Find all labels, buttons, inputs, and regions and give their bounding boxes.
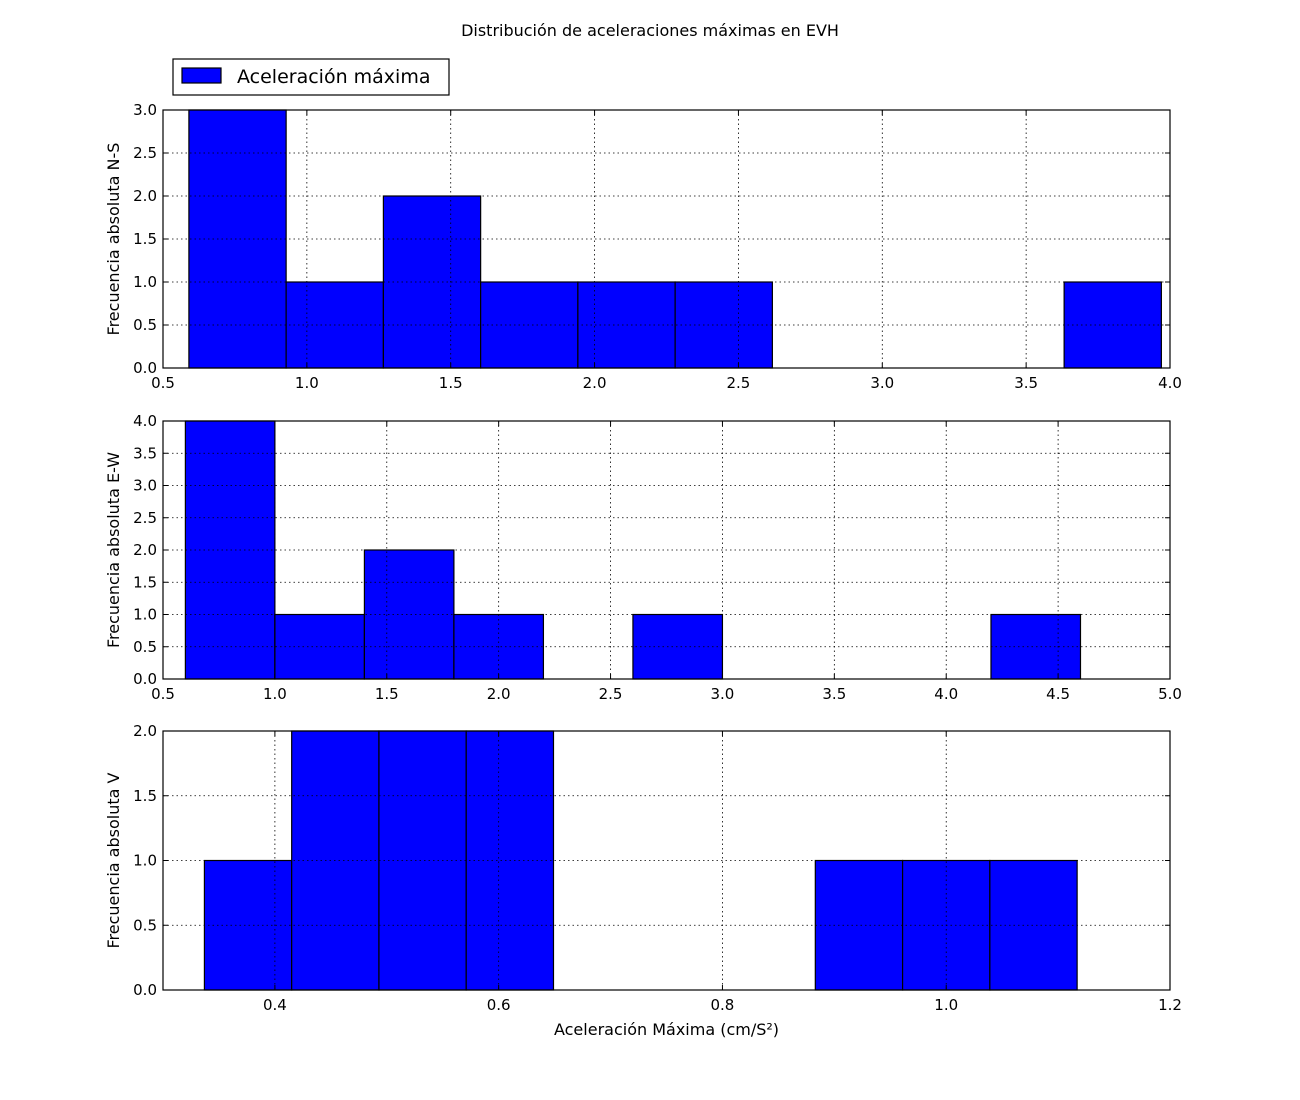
x-tick-label: 3.0 (711, 685, 735, 703)
histogram-bar (990, 613, 1082, 680)
y-axis-label: Frecuencia absoluta E-W (104, 452, 123, 648)
x-tick-label: 3.5 (822, 685, 846, 703)
x-tick-label: 0.8 (711, 996, 735, 1014)
histogram-bar (989, 859, 1078, 991)
y-tick-label: 0.5 (133, 638, 157, 656)
y-tick-label: 2.5 (133, 144, 157, 162)
y-tick-label: 2.5 (133, 509, 157, 527)
legend-label: Aceleración máxima (237, 66, 430, 88)
x-tick-label: 4.0 (934, 685, 958, 703)
histogram-bar (382, 195, 482, 369)
histogram-bar (203, 859, 293, 991)
x-tick-label: 2.0 (487, 685, 511, 703)
histogram-bar (674, 281, 773, 369)
y-tick-label: 0.5 (133, 316, 157, 334)
x-tick-label: 0.5 (151, 685, 175, 703)
histogram-bar (274, 613, 365, 680)
y-tick-label: 0.0 (133, 981, 157, 999)
histogram-bar (363, 549, 455, 680)
y-tick-label: 2.0 (133, 722, 157, 740)
figure-title: Distribución de aceleraciones máximas en… (461, 21, 839, 40)
x-tick-label: 5.0 (1158, 685, 1182, 703)
histogram-bar (632, 613, 724, 680)
x-tick-label: 1.0 (295, 374, 319, 392)
y-tick-label: 3.0 (133, 101, 157, 119)
x-tick-label: 3.5 (1014, 374, 1038, 392)
y-tick-label: 1.0 (133, 273, 157, 291)
x-tick-label: 0.4 (263, 996, 287, 1014)
x-tick-label: 1.0 (263, 685, 287, 703)
histogram-bar (814, 859, 904, 991)
y-tick-label: 4.0 (133, 412, 157, 430)
histogram-bar (378, 730, 467, 991)
histogram-panel-2: 0.5 1.0 1.5 2.0 2.5 3.0 3.5 4.0 4.5 5.00.00.51.01… (104, 412, 1182, 703)
y-tick-label: 0.0 (133, 670, 157, 688)
x-tick-label: 1.2 (1158, 996, 1182, 1014)
histogram-panel-3: 0.4 0.6 0.8 1.0 1.2 0.0 0.5 1.0 1.5 2.0 Frecuencia… (104, 722, 1182, 1039)
y-tick-label: 1.0 (133, 606, 157, 624)
x-tick-label: 4.0 (1158, 374, 1182, 392)
histogram-bar (480, 281, 579, 369)
x-tick-label: 2.0 (583, 374, 607, 392)
x-tick-label: 2.5 (726, 374, 750, 392)
x-tick-label: 4.5 (1046, 685, 1070, 703)
y-tick-label: 0.5 (133, 916, 157, 934)
x-tick-label: 0.5 (151, 374, 175, 392)
y-tick-label: 3.0 (133, 477, 157, 495)
y-tick-label: 1.0 (133, 852, 157, 870)
histogram-bar (188, 109, 287, 369)
y-axis-label: Frecuencia absoluta N-S (104, 143, 123, 336)
x-axis-label: Aceleración Máxima (cm/S²) (554, 1020, 779, 1039)
x-tick-label: 1.0 (934, 996, 958, 1014)
y-axis-label: Frecuencia absoluta V (104, 772, 123, 948)
x-tick-label: 3.0 (870, 374, 894, 392)
y-tick-label: 1.5 (133, 230, 157, 248)
y-tick-label: 1.5 (133, 787, 157, 805)
legend-swatch (181, 67, 222, 84)
y-tick-label: 2.0 (133, 541, 157, 559)
y-tick-label: 3.5 (133, 444, 157, 462)
y-tick-label: 1.5 (133, 573, 157, 591)
legend: Aceleración máxima (172, 58, 450, 96)
y-tick-label: 0.0 (133, 359, 157, 377)
x-tick-label: 1.5 (439, 374, 463, 392)
x-tick-label: 2.5 (599, 685, 623, 703)
histogram-bar (184, 420, 276, 680)
x-tick-label: 1.5 (375, 685, 399, 703)
y-tick-label: 2.0 (133, 187, 157, 205)
x-tick-label: 0.6 (487, 996, 511, 1014)
histogram-panel-1: 0.5 1.0 1.5 2.0 2.5 3.0 3.5 4.00.00.51.01.52.02… (104, 101, 1182, 392)
